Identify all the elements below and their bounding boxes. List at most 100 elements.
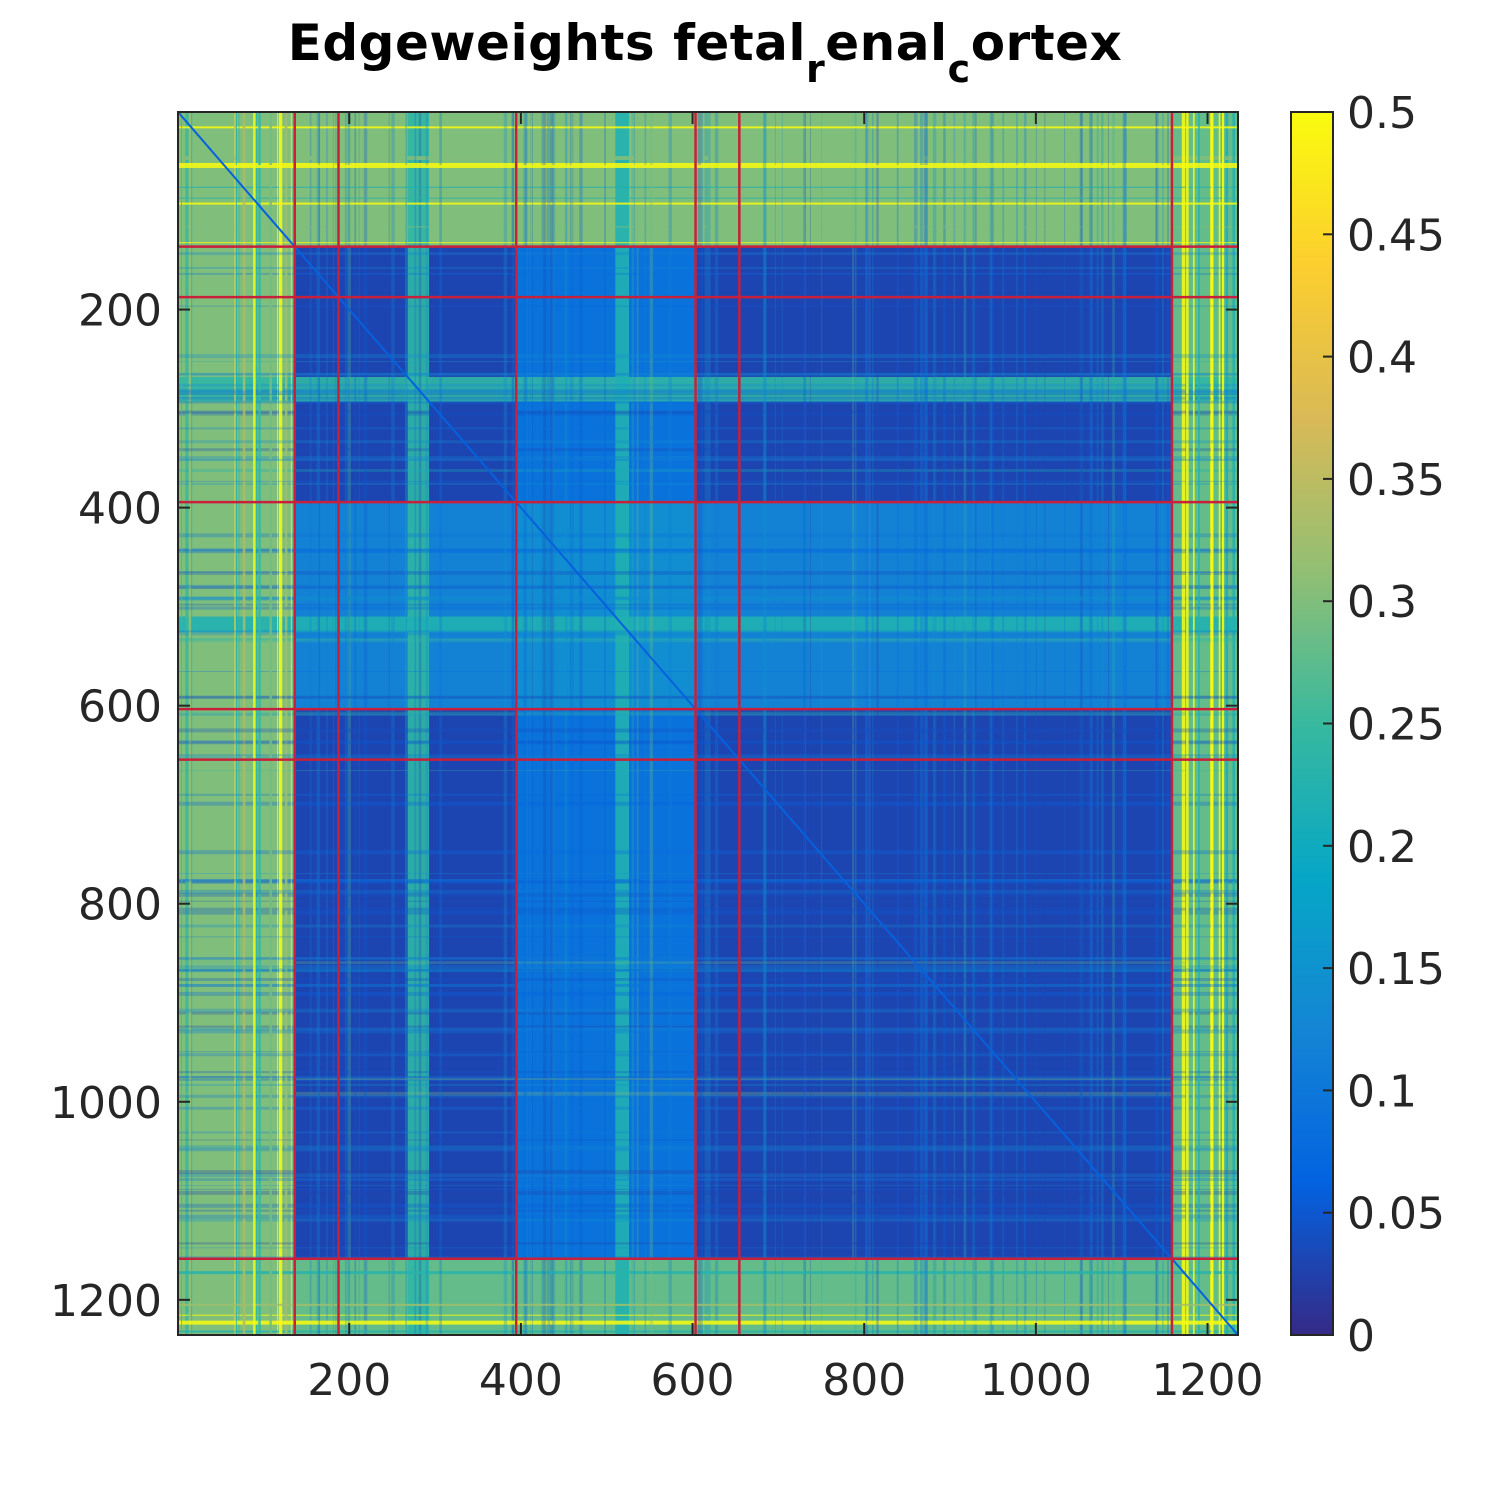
texture-row [178,961,1238,965]
texture-row [178,448,1238,452]
texture-row [178,1079,1238,1081]
texture-row [178,202,1238,205]
texture-col [869,112,871,1335]
diagonal-line [178,112,1238,1335]
texture-col [405,112,407,1335]
colorbar-tick-label: 0 [1347,1311,1375,1362]
texture-col [309,112,312,1335]
texture-col [871,112,874,1335]
texture-row [178,1188,1238,1190]
texture-col [523,112,527,1335]
texture-row [178,1247,1238,1249]
texture-row [178,393,1238,395]
texture-col [503,112,508,1335]
texture-row [178,354,1238,359]
texture-row [178,741,1238,744]
texture-col [1002,112,1005,1335]
texture-row [178,756,1238,759]
texture-col [290,112,292,1335]
texture-row [178,801,1238,806]
texture-row [178,1303,1238,1306]
texture-col [1198,112,1200,1335]
texture-col [547,112,551,1335]
texture-col [634,112,636,1335]
texture-col [1023,112,1025,1335]
texture-col [550,112,554,1335]
texture-row [178,924,1238,928]
heatmap-block-6 [295,709,1173,1260]
texture-row [178,713,1238,716]
texture-row [178,533,1238,538]
texture-row [178,396,1238,400]
texture-col [191,112,193,1335]
texture-col [989,112,993,1335]
texture-row [178,638,1238,643]
texture-row [178,728,1238,733]
texture-row [178,1083,1238,1086]
texture-row [178,850,1238,855]
texture-row [178,878,1238,881]
texture-col [318,112,321,1335]
texture-row [178,596,1238,601]
texture-row [178,1094,1238,1098]
texture-row [178,1139,1238,1141]
texture-col [332,112,334,1335]
texture-col [188,112,192,1335]
texture-row [178,1203,1238,1208]
texture-col [896,112,899,1335]
heatmap-diagonal [178,112,1238,1335]
texture-row [178,969,1238,972]
texture-row [178,936,1238,938]
texture-row [178,383,1238,387]
texture-col [1155,112,1159,1335]
texture-row [178,468,1238,472]
texture-col [668,112,672,1335]
x-tick-label: 600 [651,1355,735,1406]
title-subscript-c: c [947,47,971,91]
texture-row [178,1131,1238,1134]
texture-row [178,1025,1238,1028]
colorbar-tick-label: 0.15 [1347,944,1445,995]
texture-col [1186,112,1189,1335]
texture-row [178,1078,1238,1081]
texture-row [178,1008,1238,1013]
texture-row [178,770,1238,772]
texture-col [277,112,278,1335]
x-tick-label: 400 [479,1355,563,1406]
texture-row [178,983,1238,987]
texture-row [178,889,1238,894]
texture-col [1222,112,1224,1335]
x-tick-label: 800 [822,1355,906,1406]
texture-row [178,1053,1238,1057]
texture-row [178,596,1238,600]
texture-row [178,596,1238,600]
texture-col [511,112,515,1335]
texture-col [1090,112,1093,1335]
texture-row [178,1218,1238,1222]
texture-col [425,112,429,1335]
texture-col [963,112,965,1335]
texture-col [1225,112,1229,1335]
texture-row [178,410,1238,414]
texture-row [178,957,1238,961]
texture-col [975,112,977,1335]
texture-col [234,112,236,1335]
texture-row [178,1190,1238,1195]
texture-row [178,695,1238,699]
colorbar-tick-label: 0.1 [1347,1066,1417,1117]
texture-row [178,603,1238,606]
heatmap-block-5 [295,502,1173,710]
texture-col [876,112,879,1335]
texture-row [178,1173,1238,1178]
colorbar-tick-label: 0.5 [1347,88,1417,139]
texture-col [1016,112,1018,1335]
texture-col [1096,112,1099,1335]
texture-row [178,456,1238,461]
texture-col [235,112,237,1335]
texture-row [178,1091,1238,1096]
texture-col [636,112,639,1335]
texture-row [178,910,1238,915]
texture-row [178,549,1238,554]
texture-row [178,892,1238,897]
colorbar-tick-label: 0.45 [1347,210,1445,261]
